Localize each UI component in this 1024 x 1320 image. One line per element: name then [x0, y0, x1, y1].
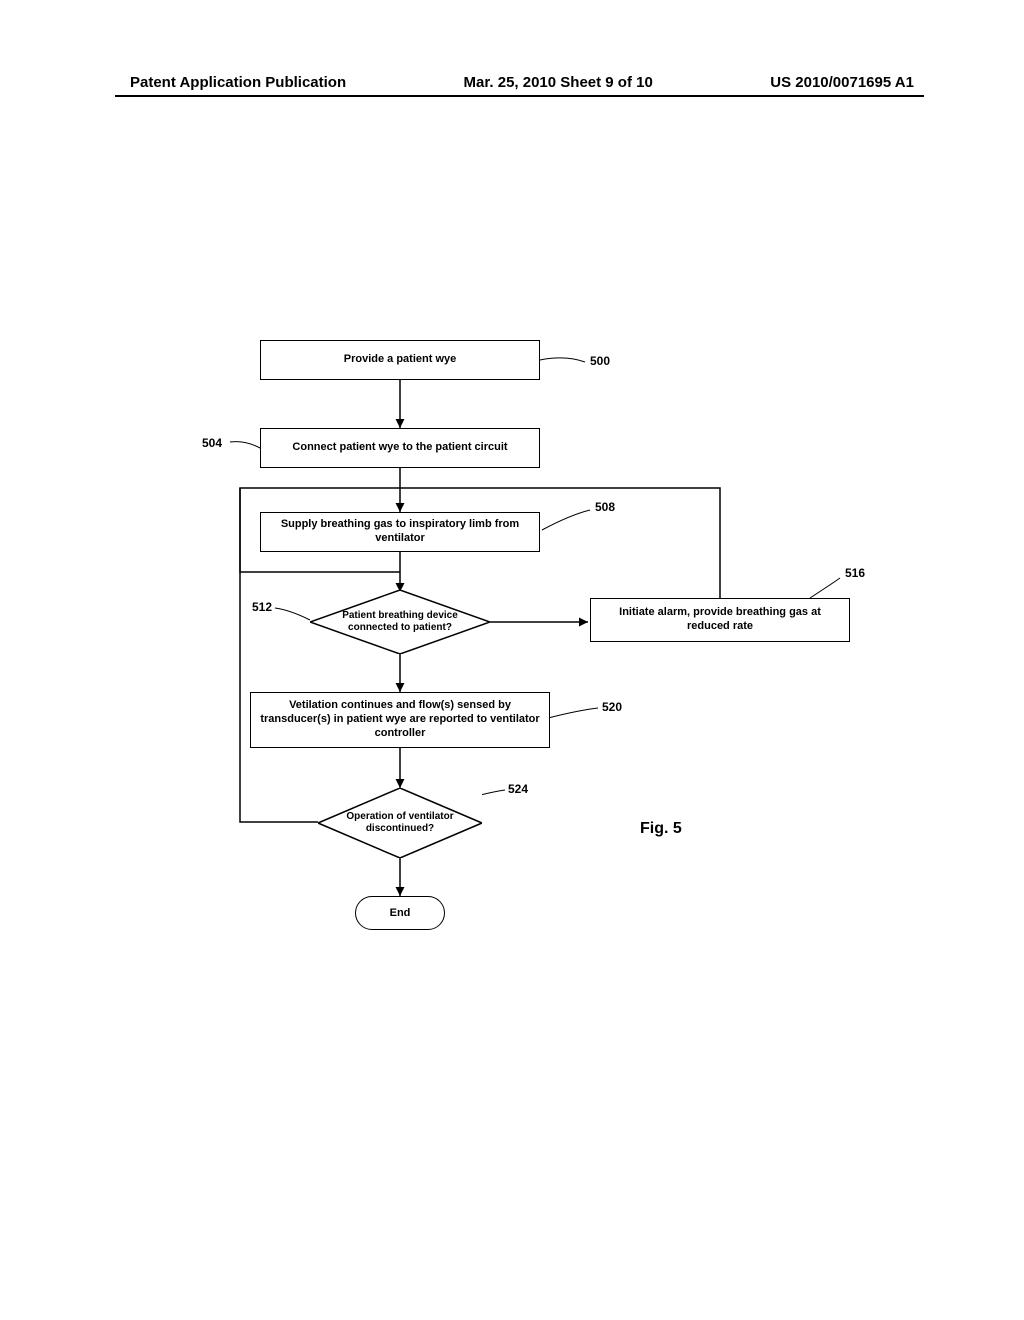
ref-504: 504	[202, 436, 222, 450]
header-right: US 2010/0071695 A1	[770, 74, 914, 91]
decision-label: Operation of ventilator discontinued?	[318, 811, 482, 835]
ref-512: 512	[252, 600, 272, 614]
ref-500: 500	[590, 354, 610, 368]
decision-discontinued: Operation of ventilator discontinued?	[318, 788, 482, 858]
process-label: Initiate alarm, provide breathing gas at…	[599, 606, 841, 634]
decision-label: Patient breathing device connected to pa…	[310, 610, 490, 634]
process-provide-wye: Provide a patient wye	[260, 340, 540, 380]
process-label: Connect patient wye to the patient circu…	[292, 441, 507, 455]
process-alarm: Initiate alarm, provide breathing gas at…	[590, 598, 850, 642]
header-left: Patent Application Publication	[130, 74, 346, 91]
page-header: Patent Application Publication Mar. 25, …	[0, 74, 1024, 91]
process-label: Provide a patient wye	[344, 353, 456, 367]
header-center: Mar. 25, 2010 Sheet 9 of 10	[464, 74, 653, 91]
decision-device-connected: Patient breathing device connected to pa…	[310, 590, 490, 654]
ref-524: 524	[508, 782, 528, 796]
process-ventilation-continues: Vetilation continues and flow(s) sensed …	[250, 692, 550, 748]
process-label: Supply breathing gas to inspiratory limb…	[269, 518, 531, 546]
terminator-end: End	[355, 896, 445, 930]
ref-520: 520	[602, 700, 622, 714]
figure-label: Fig. 5	[640, 820, 682, 838]
header-underline	[115, 95, 924, 97]
process-label: Vetilation continues and flow(s) sensed …	[259, 699, 541, 740]
ref-516: 516	[845, 566, 865, 580]
terminator-label: End	[390, 907, 411, 919]
process-connect-wye: Connect patient wye to the patient circu…	[260, 428, 540, 468]
process-supply-gas: Supply breathing gas to inspiratory limb…	[260, 512, 540, 552]
ref-508: 508	[595, 500, 615, 514]
